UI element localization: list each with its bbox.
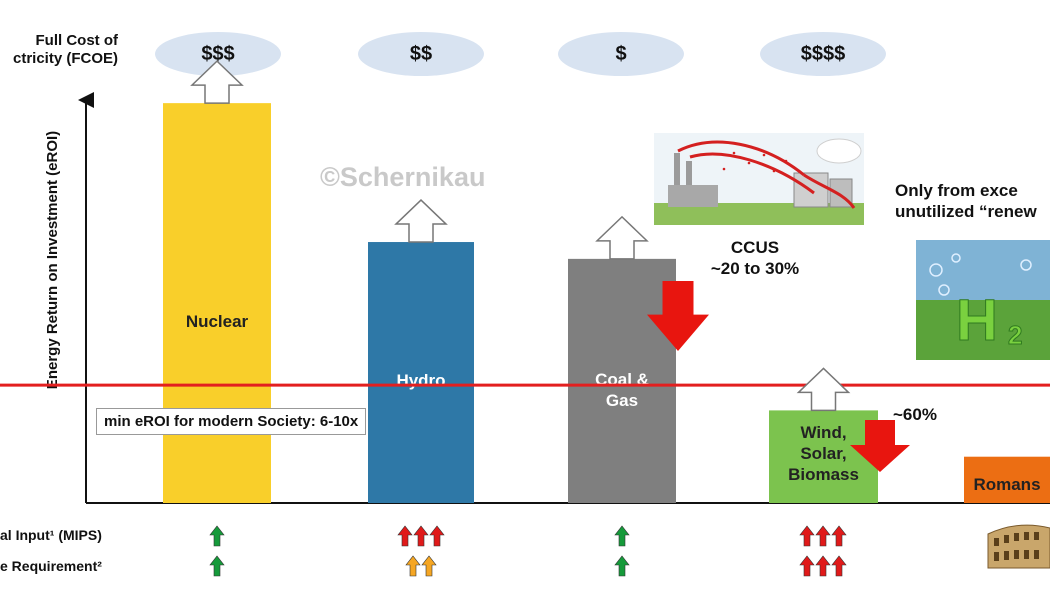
bar-nuclear — [163, 103, 271, 504]
bar-label-wind-solar-biomass: Wind, Solar, Biomass — [788, 423, 859, 484]
svg-text:2: 2 — [1008, 320, 1022, 350]
hydrogen-annotation: Only from exce unutilized “renew — [895, 181, 1037, 221]
land-requirement-row-label: e Requirement² — [0, 558, 102, 574]
up-outline-arrow-icon — [595, 215, 649, 260]
fcoe-oval-renewables: $$$$ — [760, 32, 886, 76]
bar-romans — [964, 456, 1050, 503]
ccus-plant-image — [654, 133, 864, 225]
fcoe-row-label: Full Cost of ctricity (FCOE) — [12, 32, 118, 67]
bar-hydro — [368, 242, 474, 503]
bar-label-romans: Romans — [973, 475, 1040, 494]
watermark: ©Schernikau — [320, 162, 486, 192]
bar-coal-gas — [568, 258, 676, 503]
up-outline-arrow-icon — [796, 367, 851, 412]
red-down-arrow-icon — [850, 420, 910, 472]
renewables-loss-annotation: ~60% — [893, 405, 937, 424]
material-input-row-label: al Input¹ (MIPS) — [0, 527, 102, 543]
up-outline-arrow-icon — [190, 60, 244, 104]
svg-text:H: H — [956, 288, 998, 353]
bar-label-hydro: Hydro — [396, 371, 445, 390]
hydrogen-h2-image: H 2 — [916, 240, 1050, 360]
bar-wind-solar-biomass — [769, 410, 878, 503]
fcoe-oval-coal-gas: $ — [558, 32, 684, 76]
up-outline-arrow-icon — [394, 198, 448, 243]
red-down-arrow-icon — [647, 281, 709, 351]
bar-label-nuclear: Nuclear — [186, 312, 249, 331]
fcoe-oval-hydro: $$ — [358, 32, 484, 76]
ccus-annotation: CCUS ~20 to 30% — [710, 238, 800, 278]
colosseum-image — [986, 520, 1050, 570]
threshold-label: min eROI for modern Society: 6-10x — [96, 408, 367, 435]
